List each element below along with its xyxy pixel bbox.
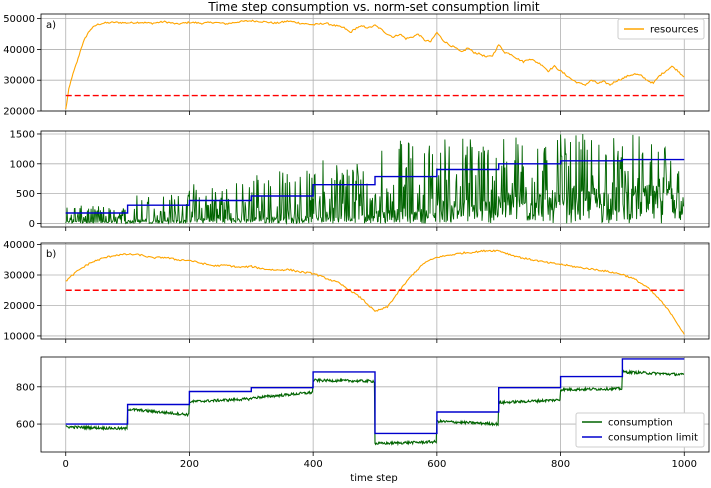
y-tick-label: 40000	[3, 45, 35, 56]
y-tick-label: 10000	[3, 331, 35, 342]
plot-frame	[40, 242, 710, 340]
legend-label: consumption limit	[608, 433, 698, 444]
x-tick-label: 400	[304, 459, 323, 470]
legend: consumption consumption limit	[575, 412, 705, 448]
x-tick-label: 800	[551, 459, 570, 470]
x-axis-title: time step	[350, 473, 397, 484]
plot-frame	[40, 13, 710, 112]
panel-a-consumption: 0 500 1000 1500	[10, 129, 710, 231]
y-tick-label: 800	[16, 382, 35, 393]
panel-tag: a)	[46, 20, 56, 31]
y-tick-label: 30000	[3, 271, 35, 282]
x-tick-label: 0	[63, 459, 69, 470]
y-tick-label: 20000	[3, 107, 35, 118]
y-tick-label: 0	[29, 219, 35, 230]
legend-label: consumption	[608, 418, 673, 429]
series-group	[65, 358, 685, 447]
x-tick-label: 200	[180, 459, 199, 470]
series-group	[65, 19, 685, 110]
consumption-limit-line	[65, 158, 685, 214]
consumption-limit-line	[65, 358, 685, 435]
panel-b-resources: 10000 20000 30000 40000 b)	[3, 240, 710, 343]
y-tick-label: 1000	[10, 159, 35, 170]
y-tick-label: 1500	[10, 129, 35, 140]
x-tick-label: 600	[427, 459, 446, 470]
y-tick-label: 20000	[3, 301, 35, 312]
legend-box	[575, 412, 705, 448]
y-tick-label: 500	[16, 189, 35, 200]
figure-title: Time step consumption vs. norm-set consu…	[207, 0, 539, 14]
y-tick-label: 600	[16, 420, 35, 431]
resources-line	[65, 249, 685, 335]
panel-a-resources: 20000 30000 40000 50000 a) resources	[3, 13, 710, 118]
y-tick-label: 30000	[3, 76, 35, 87]
panel-tag: b)	[46, 249, 56, 260]
panel-b-consumption: 0 200 400 600 800 1000600800consumptionconsum…	[16, 356, 710, 470]
plot-frame	[40, 356, 710, 453]
series-group	[65, 249, 685, 335]
y-tick-label: 40000	[3, 240, 35, 251]
resources-line	[65, 19, 685, 110]
series-group	[65, 133, 685, 225]
plot-frame	[40, 130, 710, 228]
consumption-line	[65, 133, 685, 225]
legend-label-resources: resources	[650, 25, 698, 36]
y-tick-label: 50000	[3, 14, 35, 25]
legend: resources	[617, 18, 705, 40]
legend-box	[617, 18, 705, 40]
x-tick-label: 1000	[672, 459, 697, 470]
